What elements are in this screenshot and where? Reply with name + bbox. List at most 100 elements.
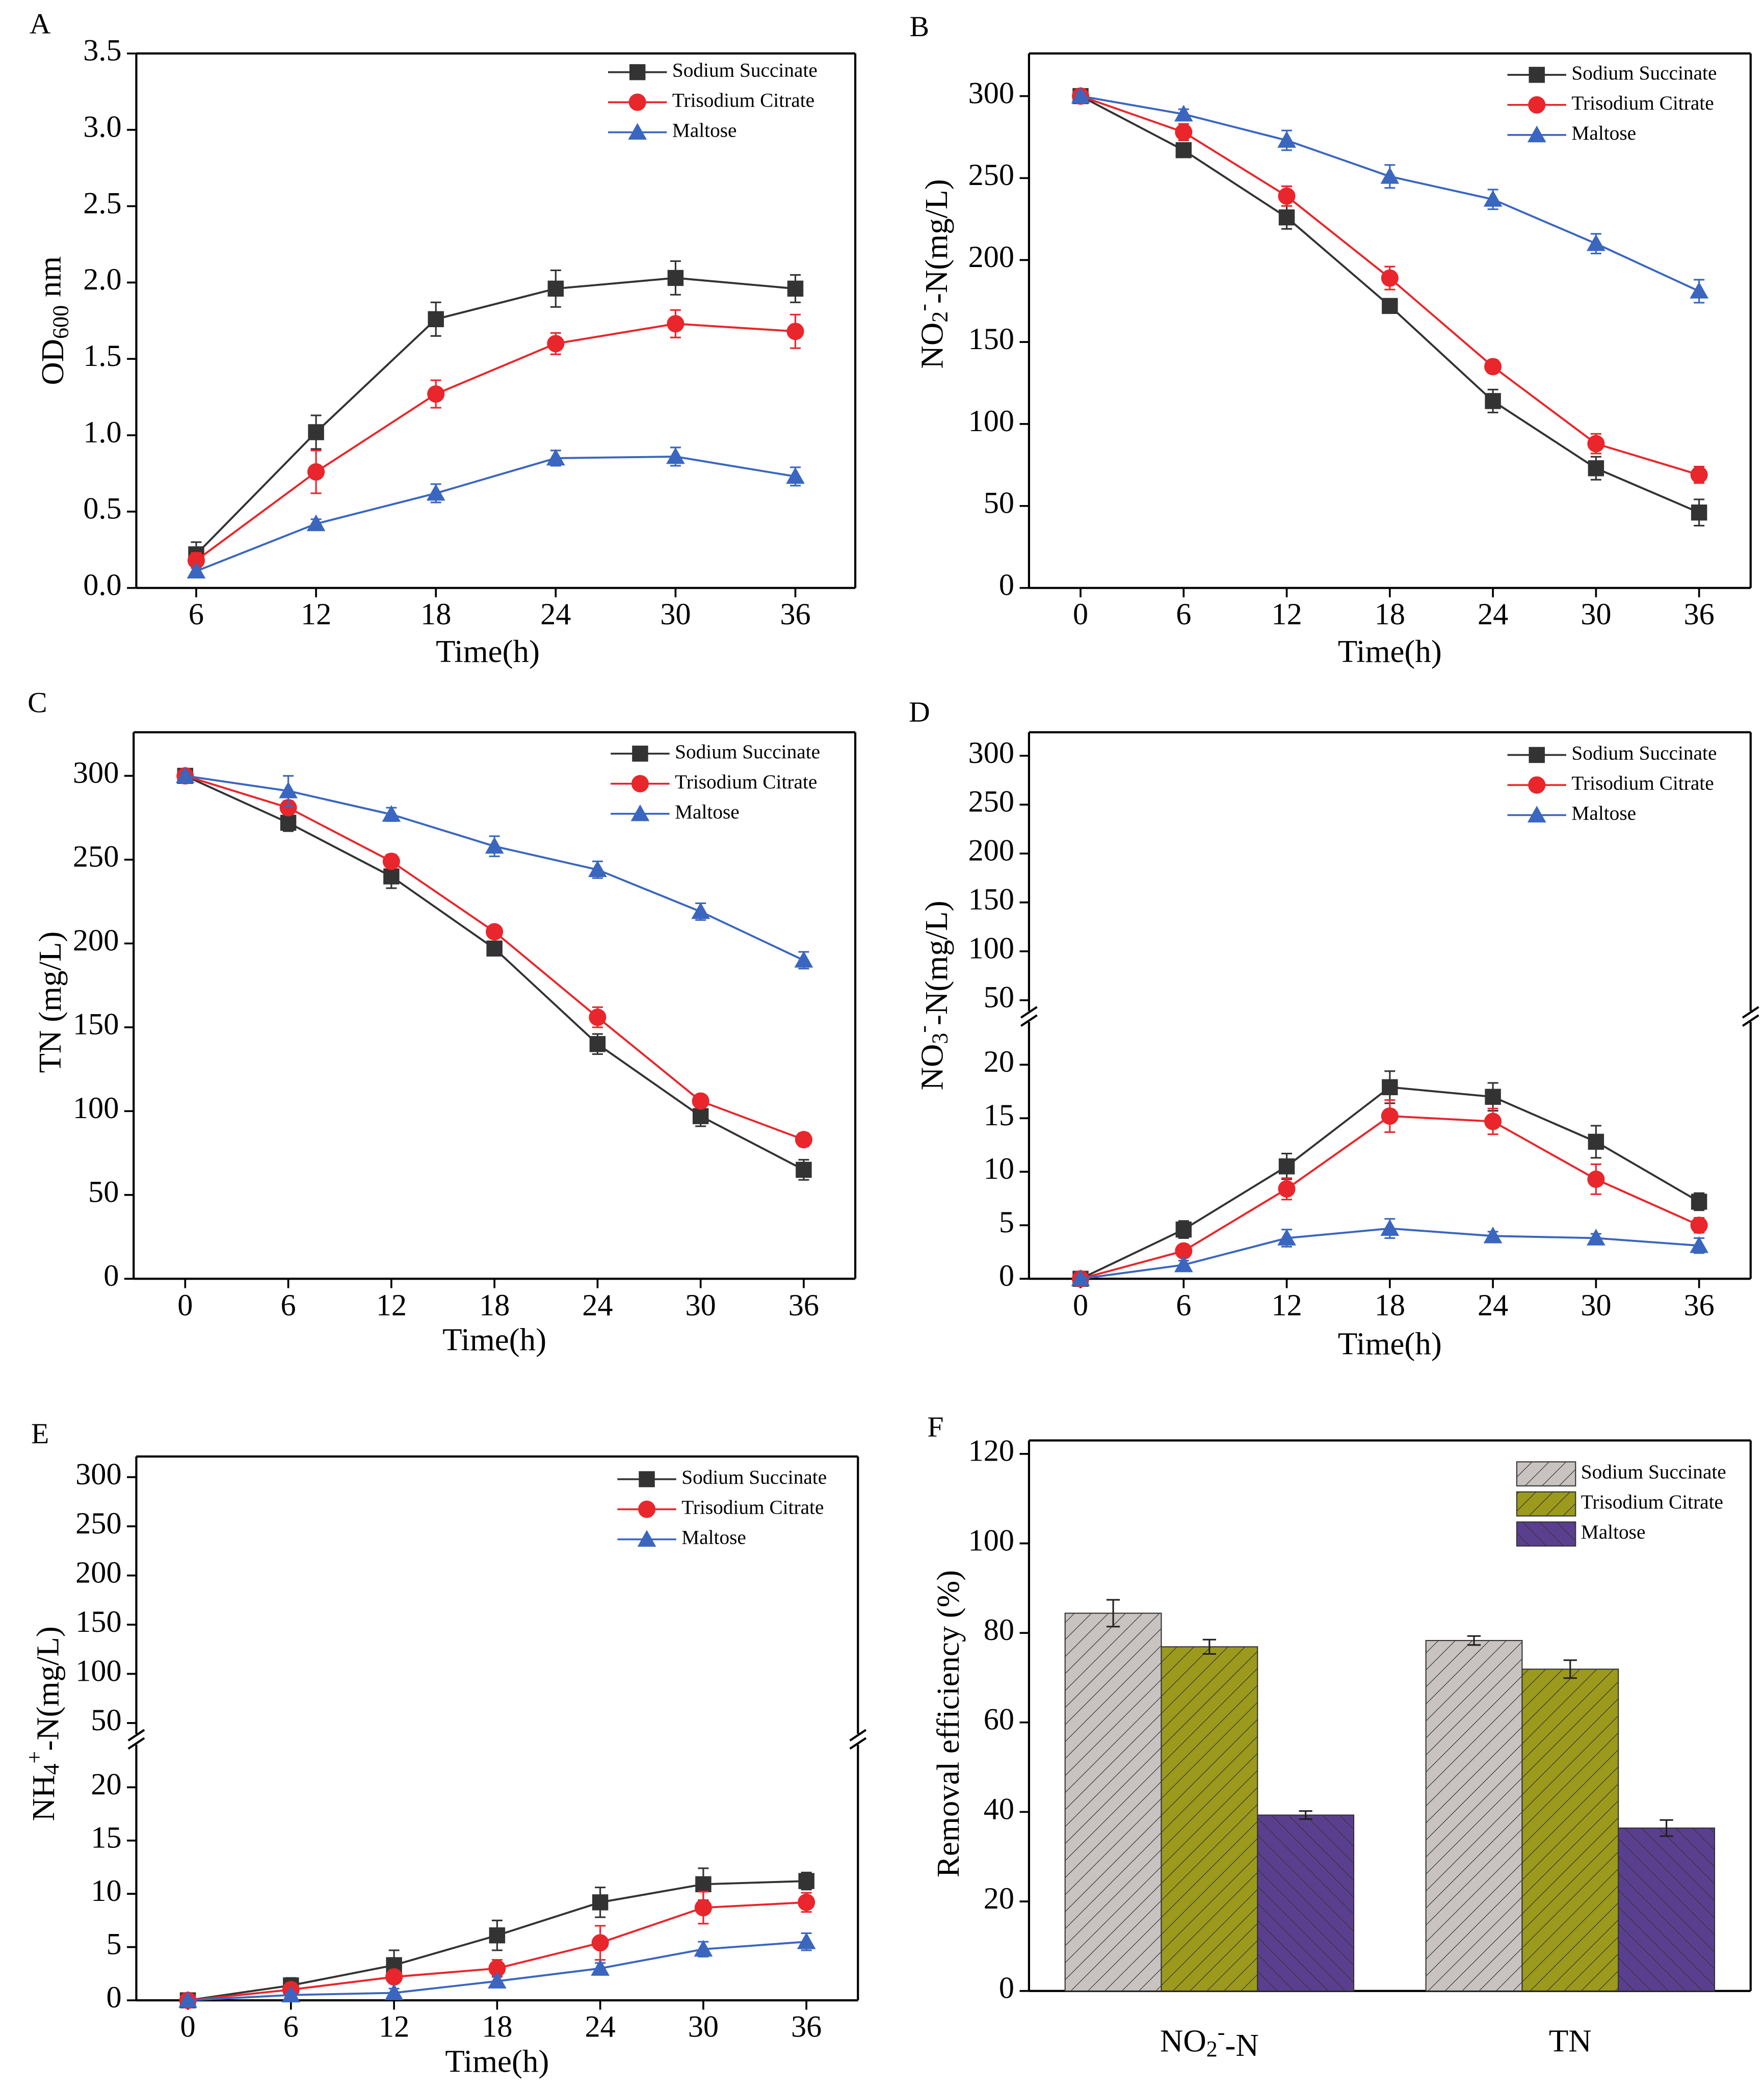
marker (489, 1927, 506, 1944)
label-part: - (911, 1025, 936, 1033)
y-tick-label: 5 (106, 1927, 121, 1961)
series-line (195, 323, 796, 562)
y-tick-label: 0 (106, 1980, 121, 2015)
y-tick-label: 60 (984, 1703, 1014, 1737)
y-tick-label: 200 (75, 1555, 121, 1590)
x-tick-label: 30 (688, 2010, 719, 2044)
marker (692, 1108, 709, 1124)
y-tick-label: 5 (999, 1205, 1014, 1239)
marker (1690, 1216, 1708, 1234)
legend-marker (637, 1530, 656, 1547)
y-tick-label: 0 (999, 1971, 1014, 2005)
x-tick-label: 36 (1683, 1288, 1714, 1322)
marker (1277, 1229, 1296, 1246)
x-tick-label: 24 (540, 597, 571, 631)
marker (1174, 104, 1193, 122)
label-part: 600 (48, 305, 73, 339)
marker (1483, 190, 1503, 207)
marker (1484, 358, 1502, 376)
label-part: NO (914, 1044, 950, 1091)
y-axis-label: Removal efficiency (%) (930, 1570, 966, 1877)
bar (1618, 1828, 1716, 1992)
marker (383, 868, 400, 885)
marker (385, 1968, 403, 1986)
x-tick-label: 0 (177, 1288, 193, 1322)
marker (1278, 187, 1296, 205)
legend-swatch (1516, 1491, 1576, 1517)
panel-label: A (30, 8, 51, 40)
label-part: OD (35, 339, 71, 385)
x-axis-label: Time(h) (1338, 1326, 1442, 1361)
marker (280, 814, 297, 831)
label-part: 2 (1206, 2036, 1218, 2061)
marker (667, 270, 684, 286)
marker (1278, 209, 1295, 226)
panel-label: B (910, 11, 929, 43)
marker (1690, 282, 1709, 299)
label-part: nm (32, 256, 68, 305)
legend-marker (632, 746, 648, 762)
y-tick-label: 15 (984, 1098, 1014, 1132)
y-tick-label: 50 (91, 1703, 121, 1737)
bar (1257, 1814, 1355, 1992)
bar (1161, 1646, 1258, 1992)
label-part: NH (25, 1775, 61, 1821)
marker (694, 1899, 712, 1917)
x-tick-label: 30 (686, 1288, 716, 1322)
x-tick-label: 12 (301, 597, 331, 631)
y-tick-label: 50 (88, 1175, 119, 1209)
legend-label: Maltose (681, 1526, 746, 1549)
bar (1425, 1640, 1523, 1992)
x-tick-label: 36 (788, 1288, 819, 1322)
error-bar (1202, 1638, 1216, 1655)
x-tick-label: 0 (1073, 1288, 1088, 1322)
label-part: NO (1160, 2023, 1206, 2059)
marker (591, 1934, 609, 1952)
marker (1382, 1079, 1398, 1096)
legend-marker (1529, 67, 1545, 83)
panel: F 0 20 40 60 80 100 120 Removal efficiency (%) So… (927, 1411, 1752, 2063)
y-tick-label: 0.0 (83, 568, 121, 602)
marker (1587, 435, 1605, 453)
marker (306, 514, 326, 532)
y-axis-label: NH4+-N(mg/L) (22, 1626, 66, 1821)
y-tick-label: 300 (968, 76, 1014, 110)
marker (1277, 131, 1296, 148)
legend-marker (639, 1471, 655, 1488)
marker (486, 940, 503, 957)
legend-marker (628, 123, 647, 140)
y-axis-label: NO3--N(mg/L) (911, 901, 955, 1090)
label-part: + (22, 1751, 47, 1764)
marker (691, 902, 710, 919)
marker (1382, 298, 1398, 314)
legend-label: Sodium Succinate (1571, 62, 1717, 84)
y-tick-label: 80 (984, 1613, 1014, 1647)
marker (1588, 1133, 1604, 1150)
legend-marker (630, 804, 650, 822)
marker (1690, 466, 1708, 484)
y-tick-label: 10 (91, 1874, 121, 1908)
marker (795, 1131, 812, 1149)
panel-label: E (31, 1418, 49, 1450)
y-tick-label: 150 (73, 1008, 119, 1042)
y-tick-label: 250 (73, 840, 119, 874)
error-bar (1299, 1810, 1312, 1820)
x-tick-label: 18 (1375, 1288, 1405, 1322)
legend-label: Sodium Succinate (672, 59, 818, 82)
marker (485, 837, 504, 854)
marker (592, 1894, 609, 1911)
y-tick-label: 20 (984, 1045, 1014, 1079)
label-part: Removal efficiency (%) (930, 1570, 966, 1877)
x-tick-label: 30 (1581, 1288, 1611, 1322)
bar (1064, 1612, 1162, 1992)
marker (1691, 504, 1707, 521)
marker (1485, 1089, 1501, 1105)
label-part: NO (914, 323, 950, 369)
x-tick-label: 18 (420, 597, 451, 631)
y-tick-label: 0.5 (83, 492, 121, 526)
y-tick-label: 150 (968, 322, 1014, 356)
label-part: - (911, 304, 936, 311)
marker (786, 323, 804, 340)
y-tick-label: 3.5 (83, 34, 121, 68)
